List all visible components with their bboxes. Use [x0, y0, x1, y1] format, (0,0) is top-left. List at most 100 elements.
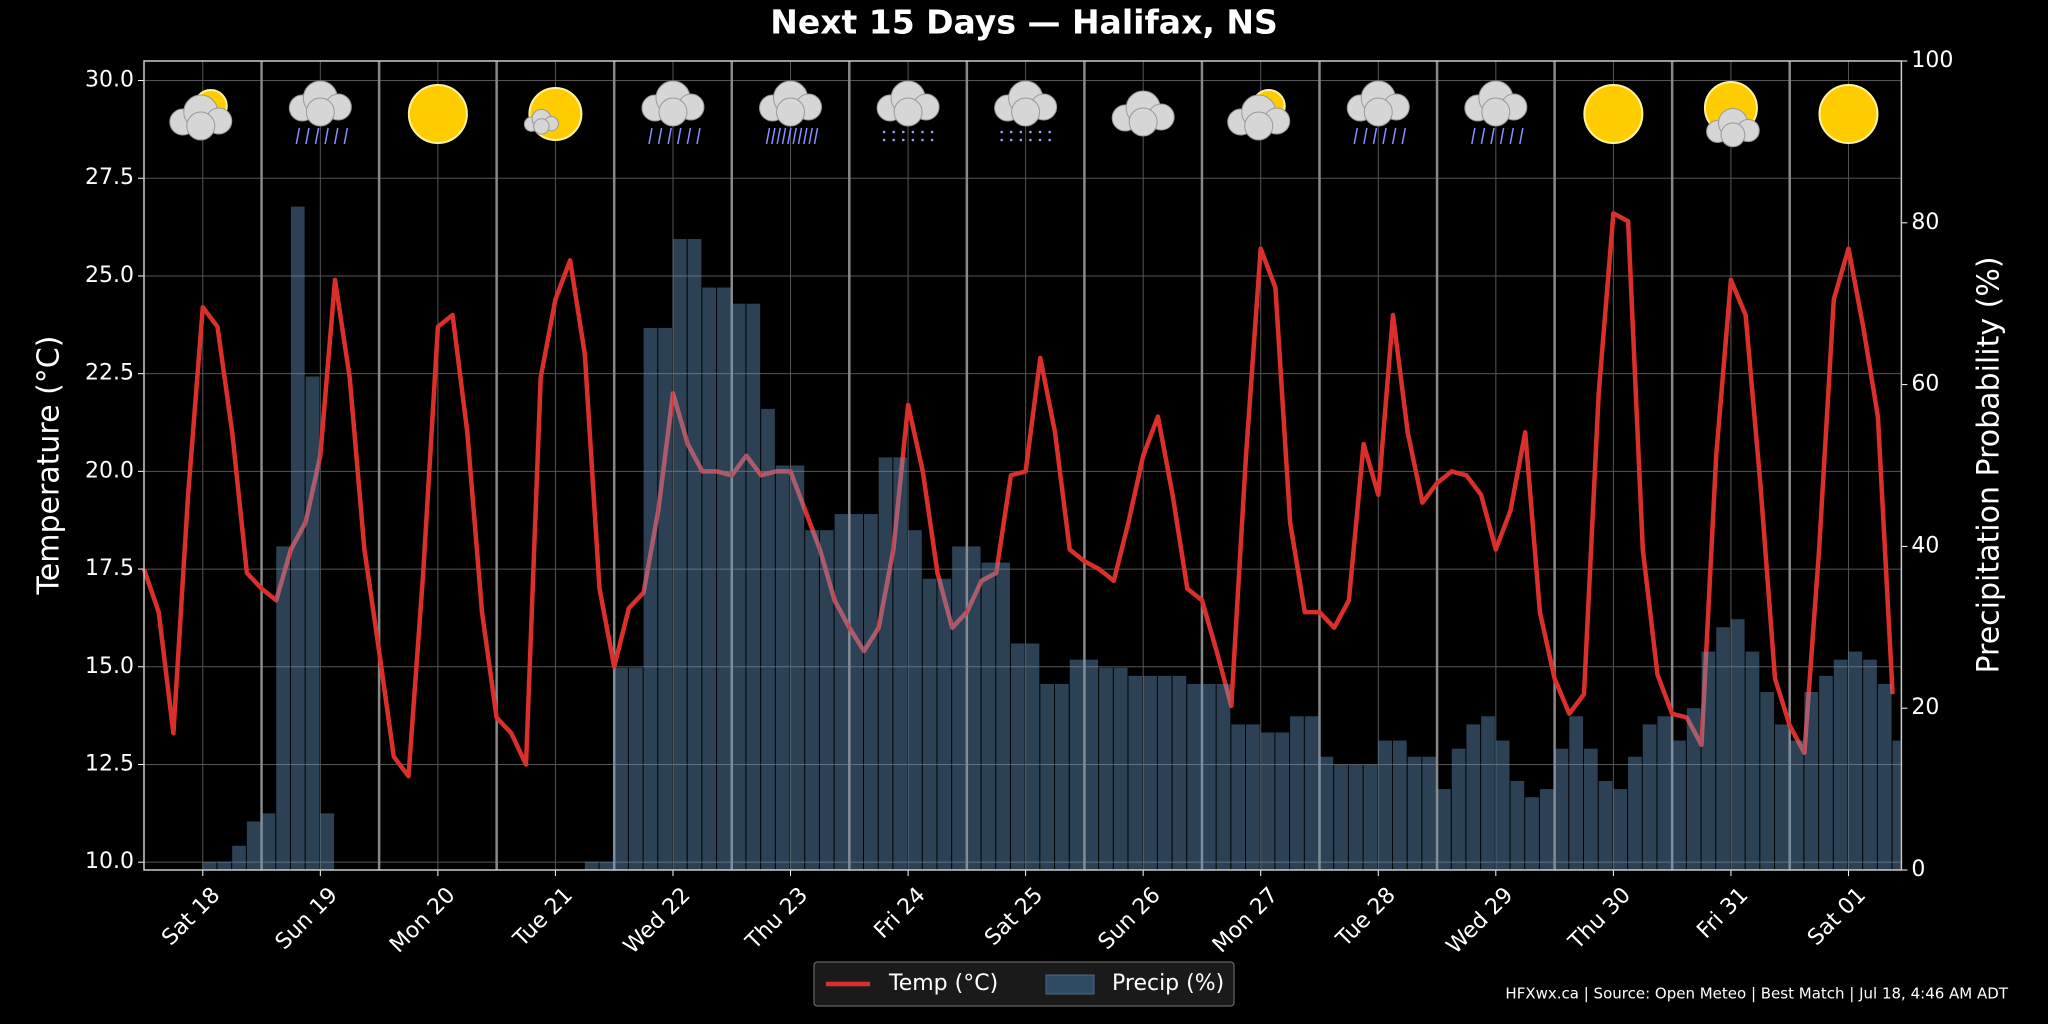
- icon-drop: [921, 138, 924, 142]
- precip-bar: [1510, 781, 1525, 870]
- icon-drop: [921, 130, 924, 134]
- precip-bar: [246, 821, 261, 870]
- precip-bar: [1040, 683, 1055, 870]
- icon-drop: [765, 127, 771, 145]
- y2-tick-label: 0: [1911, 857, 1925, 882]
- precip-bar: [717, 287, 731, 870]
- precip-bar: [834, 514, 849, 870]
- icon-cloud-part: [776, 97, 806, 127]
- precip-bar: [966, 546, 981, 870]
- precip-bar: [1422, 756, 1437, 870]
- precip-bar: [1187, 683, 1201, 870]
- icon-drop: [1048, 130, 1051, 134]
- precip-bar: [1157, 675, 1172, 870]
- icon-drop: [911, 138, 915, 142]
- precip-bar: [1554, 748, 1569, 870]
- precip-bar: [1686, 708, 1701, 870]
- precip-bar: [790, 465, 805, 870]
- precip-bar: [1334, 764, 1348, 870]
- precip-bar: [276, 546, 290, 870]
- weather-icon: [288, 80, 352, 145]
- icon-drop: [882, 138, 886, 142]
- icon-drop: [1009, 138, 1013, 142]
- weather-icon: [523, 87, 583, 141]
- precip-bar: [1613, 789, 1628, 870]
- precip-bar: [1055, 683, 1069, 870]
- precip-bar: [1672, 740, 1686, 870]
- icon-drop: [776, 127, 781, 145]
- precip-bar: [1246, 724, 1260, 870]
- precip-bar: [1201, 683, 1216, 870]
- icon-drop: [1048, 138, 1051, 142]
- icon-drop: [1000, 130, 1003, 134]
- precip-bar: [849, 514, 863, 870]
- icon-drop: [1519, 127, 1524, 145]
- precip-bar: [687, 238, 702, 871]
- icon-drop: [1009, 130, 1013, 134]
- precip-bar: [1863, 659, 1877, 870]
- icon-cloud-part: [533, 118, 550, 135]
- precip-bar: [1275, 732, 1290, 870]
- icon-drop: [1471, 127, 1476, 145]
- precip-bar: [1378, 740, 1392, 870]
- y-axis-label: Temperature (°C): [32, 336, 67, 596]
- precip-bar: [1569, 716, 1583, 870]
- icon-cloud-part: [1128, 107, 1158, 137]
- precip-bar: [922, 578, 937, 870]
- precip-bar: [908, 530, 922, 870]
- precip-bar: [1789, 740, 1804, 870]
- weather-icon: [641, 80, 705, 145]
- precip-bar: [1745, 651, 1760, 870]
- precip-bar: [731, 303, 746, 870]
- weather-icon: [876, 80, 940, 142]
- precip-bar: [1025, 643, 1040, 870]
- icon-drop: [1038, 130, 1042, 134]
- icon-drop: [343, 127, 349, 145]
- precip-bar: [614, 667, 628, 870]
- precip-bar: [217, 861, 232, 870]
- precip-bar: [1877, 683, 1892, 870]
- precip-bar: [1069, 659, 1084, 870]
- precip-bar: [1437, 789, 1451, 870]
- icon-drop: [1019, 138, 1023, 142]
- y-tick-label: 12.5: [85, 751, 134, 776]
- precip-bar: [1892, 740, 1901, 870]
- legend-box: [813, 961, 1235, 1007]
- precip-bar: [320, 813, 335, 870]
- legend-label: Temp (°C): [888, 971, 998, 996]
- icon-drop: [808, 127, 813, 145]
- precip-bar: [261, 813, 276, 870]
- y2-tick-label: 60: [1911, 372, 1939, 397]
- y-tick-label: 10.0: [85, 849, 134, 874]
- weather-icon: [1818, 84, 1879, 144]
- precip-bar: [952, 546, 966, 870]
- icon-drop: [667, 127, 672, 145]
- icon-cloud-part: [305, 97, 335, 127]
- y2-axis-label: Precipitation Probability (%): [1972, 256, 2007, 673]
- weather-icon: [1583, 84, 1644, 144]
- precip-bar: [1172, 675, 1187, 870]
- icon-drop: [1382, 127, 1387, 145]
- precip-bar: [1451, 748, 1466, 870]
- precip-bar: [1539, 789, 1554, 870]
- precip-bar: [1833, 659, 1848, 870]
- precip-bar: [1848, 651, 1863, 870]
- precip-bar: [290, 206, 305, 870]
- icon-drop: [314, 127, 320, 145]
- precip-bar: [1304, 716, 1319, 870]
- icon-drop: [813, 127, 819, 145]
- precip-bar: [1760, 692, 1775, 870]
- icon-drop: [333, 127, 339, 145]
- y-tick-label: 17.5: [85, 556, 134, 581]
- icon-drop: [911, 130, 915, 134]
- precip-bar: [1113, 667, 1128, 870]
- icon-drop: [648, 127, 653, 145]
- y2-tick-label: 80: [1911, 210, 1939, 235]
- icon-drop: [1499, 127, 1505, 145]
- legend-swatch-bar: [1045, 974, 1095, 995]
- weather-icon: [407, 84, 468, 144]
- precip-bar: [937, 578, 952, 870]
- precip-bar: [1010, 643, 1025, 870]
- weather-icon: [169, 89, 233, 141]
- precip-bar: [996, 562, 1010, 870]
